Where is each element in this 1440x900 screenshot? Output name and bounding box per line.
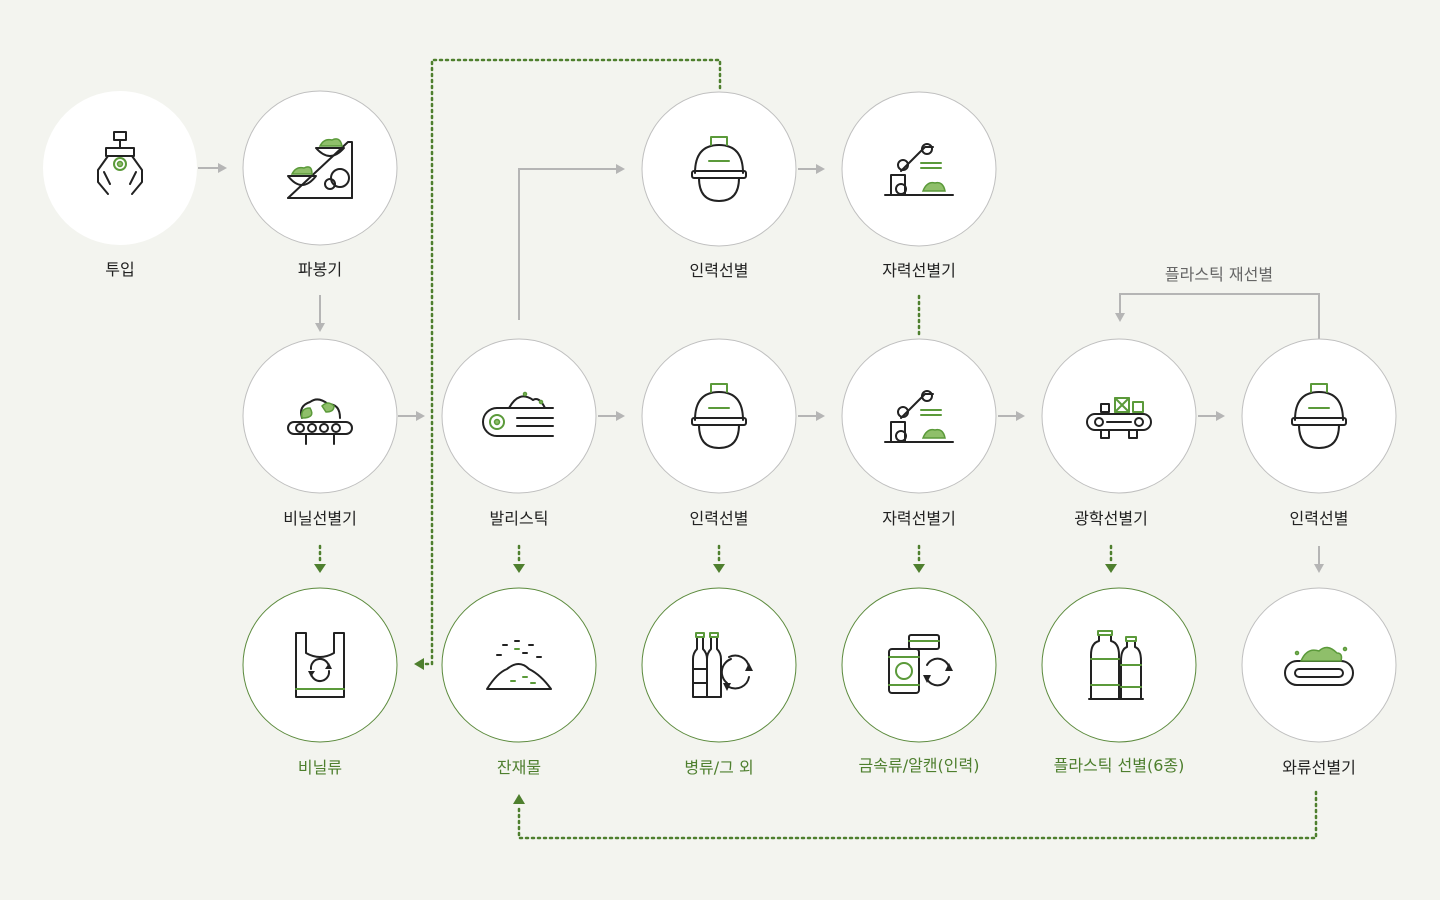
node-manual-sort-right <box>1241 338 1397 494</box>
optical-conveyor-icon <box>1086 397 1152 439</box>
label-magnetic-sort-top: 자력선별기 <box>882 261 956 280</box>
worker-helmet-icon <box>691 383 747 449</box>
label-vinyl-sorter: 비닐선별기 <box>283 509 357 528</box>
label-manual-sort-mid: 인력선별 <box>690 509 749 528</box>
arrowhead <box>416 411 425 421</box>
arrowhead <box>713 564 725 573</box>
arrowhead <box>1314 564 1324 573</box>
arrowhead <box>315 323 325 332</box>
arrowhead <box>1115 313 1125 322</box>
bottles-recycle-icon <box>692 632 753 698</box>
worker-helmet-icon <box>691 136 747 202</box>
node-circles <box>43 90 1397 743</box>
label-input: 투입 <box>105 260 134 279</box>
node-manual-sort-mid <box>641 338 797 494</box>
node-magnetic-sort-top <box>841 91 997 247</box>
eddy-current-conveyor-icon <box>1284 646 1354 686</box>
node-optical-sort <box>1041 338 1197 494</box>
label-manual-sort-right: 인력선별 <box>1290 509 1349 528</box>
arrowhead <box>414 658 424 670</box>
cans-recycle-icon <box>888 634 953 694</box>
label-vinyl-output: 비닐류 <box>298 758 342 777</box>
worker-helmet-icon <box>1291 383 1347 449</box>
plastic-bottles-icon <box>1088 630 1144 700</box>
arrow-plastic-resort-loop <box>1119 293 1320 340</box>
arrow-ballistic-to-manual-top <box>518 168 616 320</box>
node-vinyl-output <box>242 587 398 743</box>
arrowhead <box>1016 411 1025 421</box>
node-vinyl-sorter <box>242 338 398 494</box>
dotted-manual-top-to-vinyl <box>424 58 722 666</box>
node-bottle-output <box>641 587 797 743</box>
conveyor-sorter-icon <box>287 398 353 445</box>
node-vortex-sorter <box>1241 587 1397 743</box>
robot-arm-magnet-icon <box>884 390 954 443</box>
node-manual-sort-top <box>641 91 797 247</box>
arrowhead <box>314 564 326 573</box>
arrowhead <box>816 164 825 174</box>
dotted-vortex-to-residue <box>517 790 1318 840</box>
label-metal-output: 금속류/알캔(인력) <box>859 756 980 775</box>
label-ballistic: 발리스틱 <box>490 509 549 528</box>
label-vortex-sorter: 와류선별기 <box>1282 758 1356 777</box>
arrowhead <box>1105 564 1117 573</box>
claw-grabber-icon <box>97 131 143 195</box>
arrowhead <box>513 564 525 573</box>
ballistic-separator-icon <box>482 391 554 437</box>
label-plastic-output: 플라스틱 선별(6종) <box>1054 756 1185 775</box>
plastic-bag-recycle-icon <box>295 632 345 698</box>
node-ballistic <box>441 338 597 494</box>
arrowhead <box>218 163 227 173</box>
connectors <box>198 58 1324 840</box>
label-bottle-output: 병류/그 외 <box>684 758 753 777</box>
node-input <box>43 91 197 245</box>
node-magnetic-sort-mid <box>841 338 997 494</box>
node-labels: 투입 파봉기 인력선별 자력선별기 플라스틱 재선별 비닐선별기 발리스틱 인력… <box>105 260 1356 777</box>
arrowhead <box>913 564 925 573</box>
arrowhead <box>616 164 625 174</box>
label-bag-opener: 파봉기 <box>298 260 342 279</box>
residue-pile-icon <box>486 640 552 690</box>
label-magnetic-sort-mid: 자력선별기 <box>882 509 956 528</box>
robot-arm-magnet-icon <box>884 143 954 196</box>
label-optical-sort: 광학선별기 <box>1074 509 1148 528</box>
arrowhead <box>513 794 525 804</box>
bag-opener-machine-icon <box>287 138 353 199</box>
arrowhead <box>1216 411 1225 421</box>
label-manual-sort-top: 인력선별 <box>690 261 749 280</box>
label-plastic-resort: 플라스틱 재선별 <box>1165 265 1273 284</box>
arrowhead <box>816 411 825 421</box>
label-residue-output: 잔재물 <box>497 758 541 777</box>
arrowhead <box>616 411 625 421</box>
